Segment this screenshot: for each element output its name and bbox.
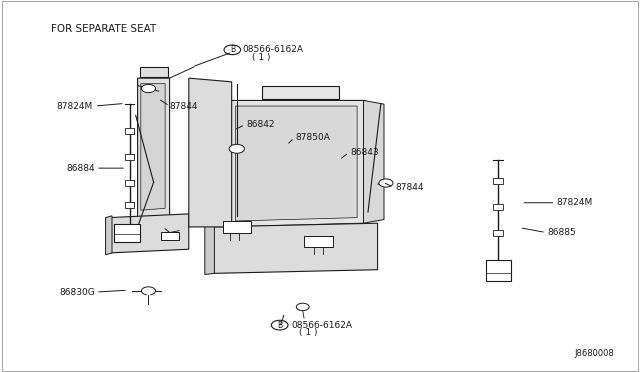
Text: ( 1 ): ( 1 ) bbox=[299, 328, 317, 337]
Polygon shape bbox=[230, 100, 365, 227]
Text: 87844: 87844 bbox=[396, 183, 424, 192]
Polygon shape bbox=[106, 216, 112, 255]
Text: 86885: 86885 bbox=[548, 228, 577, 237]
Bar bbox=[125, 202, 134, 208]
Polygon shape bbox=[189, 78, 232, 227]
Bar bbox=[304, 236, 333, 247]
Circle shape bbox=[379, 179, 393, 187]
Polygon shape bbox=[140, 67, 168, 77]
Bar bbox=[125, 180, 134, 186]
Text: J8680008: J8680008 bbox=[575, 349, 614, 358]
Circle shape bbox=[229, 144, 244, 153]
Text: 08566-6162A: 08566-6162A bbox=[242, 45, 303, 54]
Text: B: B bbox=[277, 321, 282, 330]
Polygon shape bbox=[109, 214, 189, 253]
Circle shape bbox=[141, 287, 156, 295]
Text: 87844: 87844 bbox=[170, 102, 198, 110]
Circle shape bbox=[224, 45, 241, 55]
Polygon shape bbox=[138, 78, 170, 218]
Text: 08566-6162A: 08566-6162A bbox=[291, 321, 352, 330]
Polygon shape bbox=[262, 86, 339, 99]
Bar bbox=[114, 224, 140, 242]
Text: 86884: 86884 bbox=[66, 164, 95, 173]
Polygon shape bbox=[205, 225, 214, 275]
Bar bbox=[493, 178, 503, 184]
Text: 87824M: 87824M bbox=[557, 198, 593, 207]
Bar bbox=[125, 128, 134, 134]
Circle shape bbox=[271, 320, 288, 330]
Polygon shape bbox=[364, 100, 384, 223]
Polygon shape bbox=[211, 223, 378, 273]
Text: 86830G: 86830G bbox=[59, 288, 95, 296]
Bar bbox=[223, 221, 251, 232]
Text: ( 1 ): ( 1 ) bbox=[252, 53, 270, 62]
Bar bbox=[486, 260, 511, 281]
Text: 86843: 86843 bbox=[350, 148, 379, 157]
Circle shape bbox=[296, 303, 309, 311]
Text: 87850A: 87850A bbox=[296, 133, 330, 142]
Polygon shape bbox=[141, 84, 165, 210]
Text: 87824M: 87824M bbox=[56, 102, 93, 110]
Bar bbox=[493, 230, 503, 236]
Bar bbox=[493, 204, 503, 210]
Bar bbox=[161, 232, 179, 240]
Polygon shape bbox=[236, 106, 357, 221]
Circle shape bbox=[141, 84, 156, 93]
Text: 86842: 86842 bbox=[246, 120, 275, 129]
Text: B: B bbox=[230, 45, 235, 54]
Text: FOR SEPARATE SEAT: FOR SEPARATE SEAT bbox=[51, 24, 156, 34]
Bar bbox=[125, 154, 134, 160]
